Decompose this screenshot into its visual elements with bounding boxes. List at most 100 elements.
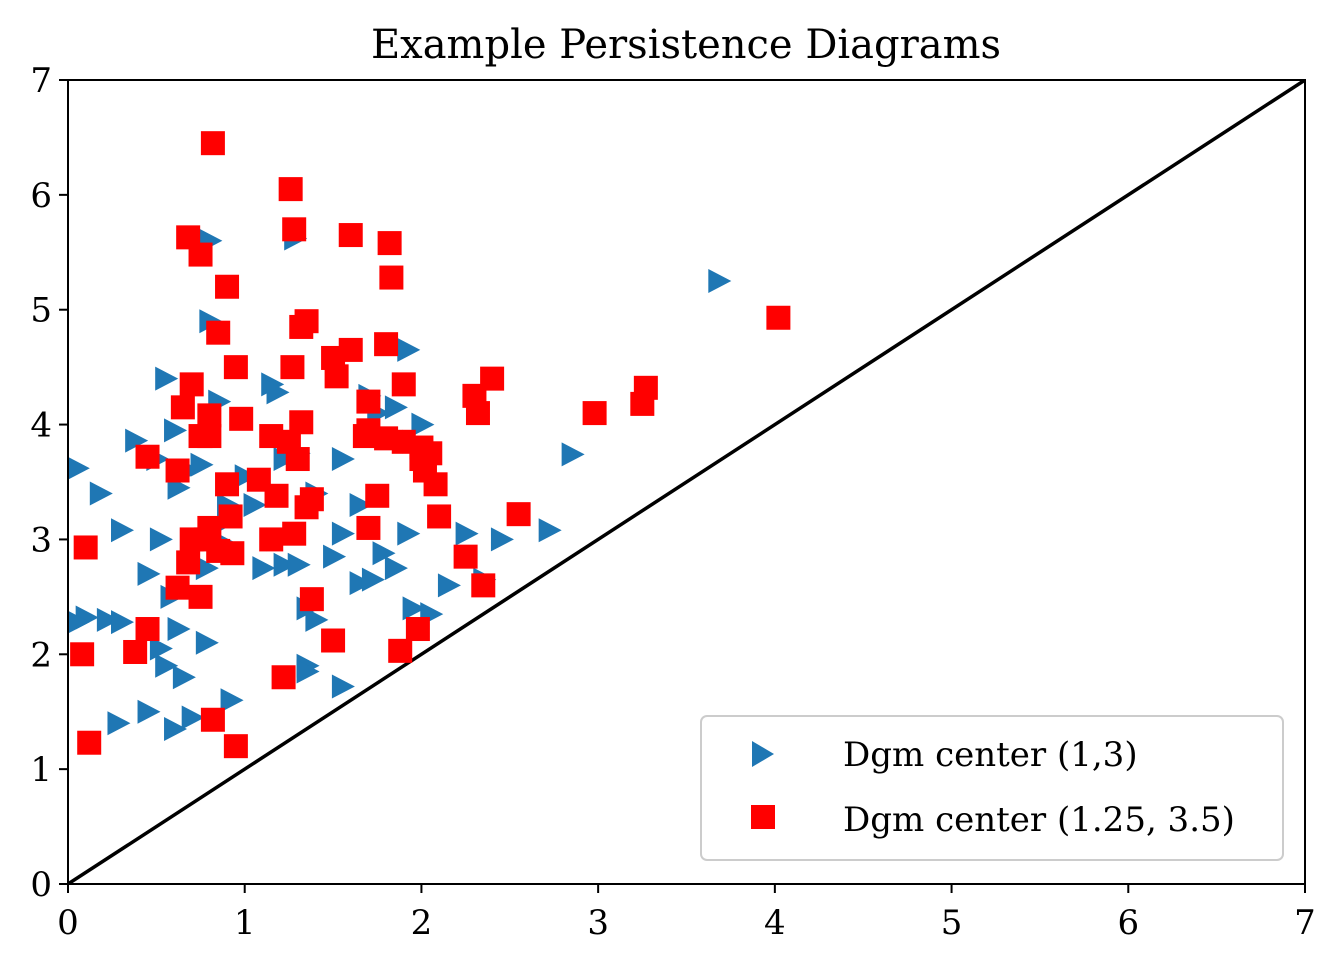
data-point-square <box>179 372 204 397</box>
data-point-triangle <box>252 556 276 581</box>
plot-frame <box>67 79 1306 885</box>
data-point-triangle <box>266 380 290 405</box>
data-point-triangle <box>220 688 244 713</box>
data-point-square <box>391 372 416 397</box>
data-point-square <box>582 401 607 426</box>
data-point-triangle <box>331 674 355 699</box>
data-point-square <box>135 617 160 642</box>
data-point-triangle <box>125 428 149 453</box>
data-point-triangle <box>296 659 320 684</box>
data-point-triangle <box>111 518 135 543</box>
data-point-square <box>188 584 213 609</box>
data-point-triangle <box>708 269 732 293</box>
y-tick-label: 0 <box>30 865 52 905</box>
data-point-square <box>165 458 190 483</box>
legend-marker-triangle <box>752 741 774 767</box>
data-point-square <box>282 521 307 546</box>
data-point-triangle <box>331 447 355 472</box>
data-point-square <box>170 395 195 420</box>
data-point-triangle <box>68 456 90 480</box>
data-point-triangle <box>195 630 219 655</box>
data-point-triangle <box>331 521 355 546</box>
data-point-triangle <box>287 552 311 577</box>
legend-entry-series-2: Dgm center (1.25, 3.5) <box>843 800 1235 840</box>
data-point-square <box>324 364 349 389</box>
data-point-triangle <box>96 607 120 632</box>
data-point-square <box>453 544 478 569</box>
data-point-triangle <box>164 418 188 443</box>
data-point-square <box>338 223 363 248</box>
data-point-triangle <box>305 607 329 632</box>
data-point-triangle <box>397 521 421 546</box>
data-point-triangle <box>372 541 396 566</box>
data-point-square <box>356 389 381 414</box>
data-point-square <box>379 265 404 290</box>
y-tick-label: 5 <box>30 291 52 331</box>
data-point-triangle <box>149 527 173 552</box>
data-point-triangle <box>437 573 461 598</box>
data-point-square <box>321 628 346 653</box>
data-point-square <box>412 458 437 483</box>
data-point-square <box>264 483 289 508</box>
legend-entry-series-1: Dgm center (1,3) <box>843 735 1138 775</box>
x-tick-label: 0 <box>57 903 79 943</box>
data-point-triangle <box>455 521 479 546</box>
legend-marker-square <box>751 805 775 829</box>
y-tick-label: 4 <box>30 406 52 446</box>
data-point-triangle <box>323 544 347 569</box>
legend-box <box>700 715 1284 861</box>
data-point-triangle <box>107 711 131 736</box>
y-axis-ticks: 0 1 2 3 4 5 6 7 <box>30 61 68 905</box>
data-point-square <box>427 504 452 529</box>
data-points-layer <box>68 131 791 759</box>
data-point-triangle <box>243 492 267 517</box>
data-point-square <box>352 424 377 449</box>
data-point-square <box>299 587 324 612</box>
data-point-triangle <box>402 596 426 621</box>
x-axis-ticks: 0 1 2 3 4 5 6 7 <box>57 884 1316 943</box>
data-point-square <box>220 541 245 566</box>
data-point-square <box>282 217 307 242</box>
data-point-square <box>70 642 95 667</box>
data-point-triangle <box>384 556 408 581</box>
data-point-square <box>77 730 102 755</box>
data-point-square <box>506 502 531 527</box>
data-point-triangle <box>167 617 191 642</box>
data-point-triangle <box>137 561 161 586</box>
data-point-square <box>223 734 248 759</box>
data-point-triangle <box>349 571 373 596</box>
data-point-triangle <box>149 636 173 661</box>
data-point-triangle <box>384 395 408 420</box>
data-point-triangle <box>111 610 135 635</box>
data-point-triangle <box>164 716 188 741</box>
chart-title: Example Persistence Diagrams <box>371 22 1001 68</box>
data-point-square <box>135 444 160 469</box>
data-point-square <box>294 309 319 334</box>
y-tick-label: 2 <box>30 635 52 675</box>
data-point-square <box>374 332 399 357</box>
data-point-square <box>766 305 791 330</box>
data-point-triangle <box>273 552 297 577</box>
data-point-square <box>285 447 310 472</box>
data-point-triangle <box>190 452 214 477</box>
data-point-triangle <box>411 412 435 437</box>
data-point-square <box>197 403 222 428</box>
data-point-square <box>271 665 296 690</box>
data-point-square <box>200 707 225 732</box>
data-point-triangle <box>68 610 90 634</box>
data-point-square <box>388 638 413 663</box>
data-point-square <box>188 242 213 267</box>
x-tick-label: 5 <box>941 903 963 943</box>
y-tick-label: 1 <box>30 750 52 790</box>
data-point-triangle <box>538 518 562 543</box>
data-point-square <box>356 515 381 540</box>
series-2 <box>70 131 791 759</box>
data-point-square <box>278 177 303 202</box>
data-point-triangle <box>561 442 585 467</box>
data-point-square <box>73 535 98 560</box>
data-point-triangle <box>397 337 421 362</box>
data-point-square <box>218 504 243 529</box>
diagonal-line <box>68 80 1305 884</box>
y-tick-label: 6 <box>30 176 52 216</box>
